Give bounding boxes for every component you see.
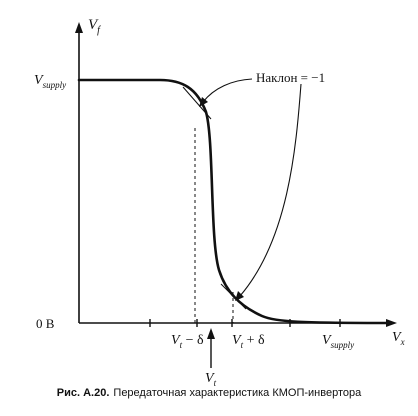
threshold-marker-arrowhead xyxy=(207,328,215,339)
figure-caption: Рис. А.20. Передаточная характеристика КМ… xyxy=(0,387,418,399)
y-axis-arrow xyxy=(75,22,83,33)
annotation-arrow-lower xyxy=(239,83,302,297)
slope-tangent-upper xyxy=(182,86,212,120)
y-tick-label-vsupply: Vsupply xyxy=(34,73,66,90)
x-tick-label-vsupply: Vsupply xyxy=(322,333,354,350)
y-axis-label: Vf xyxy=(88,17,101,36)
x-axis-label: Vx xyxy=(392,330,405,347)
figure-caption-text: Передаточная характеристика КМОП-инверто… xyxy=(113,387,362,399)
threshold-marker-label: Vt xyxy=(205,371,217,388)
slope-annotation: Наклон = −1 xyxy=(256,70,325,85)
transfer-curve xyxy=(77,78,394,325)
slope-tangent-lower xyxy=(220,283,247,310)
x-tick-label-vt-plus-delta: Vt + δ xyxy=(232,333,265,350)
figure-caption-label: Рис. А.20. xyxy=(56,387,110,399)
y-tick-label-zero: 0 В xyxy=(36,316,55,331)
annotation-arrow-upper xyxy=(202,78,253,103)
x-tick-label-vt-minus-delta: Vt − δ xyxy=(171,333,204,350)
annotation-arrowhead-upper xyxy=(199,97,208,107)
annotation-arrowhead-lower xyxy=(235,291,244,301)
